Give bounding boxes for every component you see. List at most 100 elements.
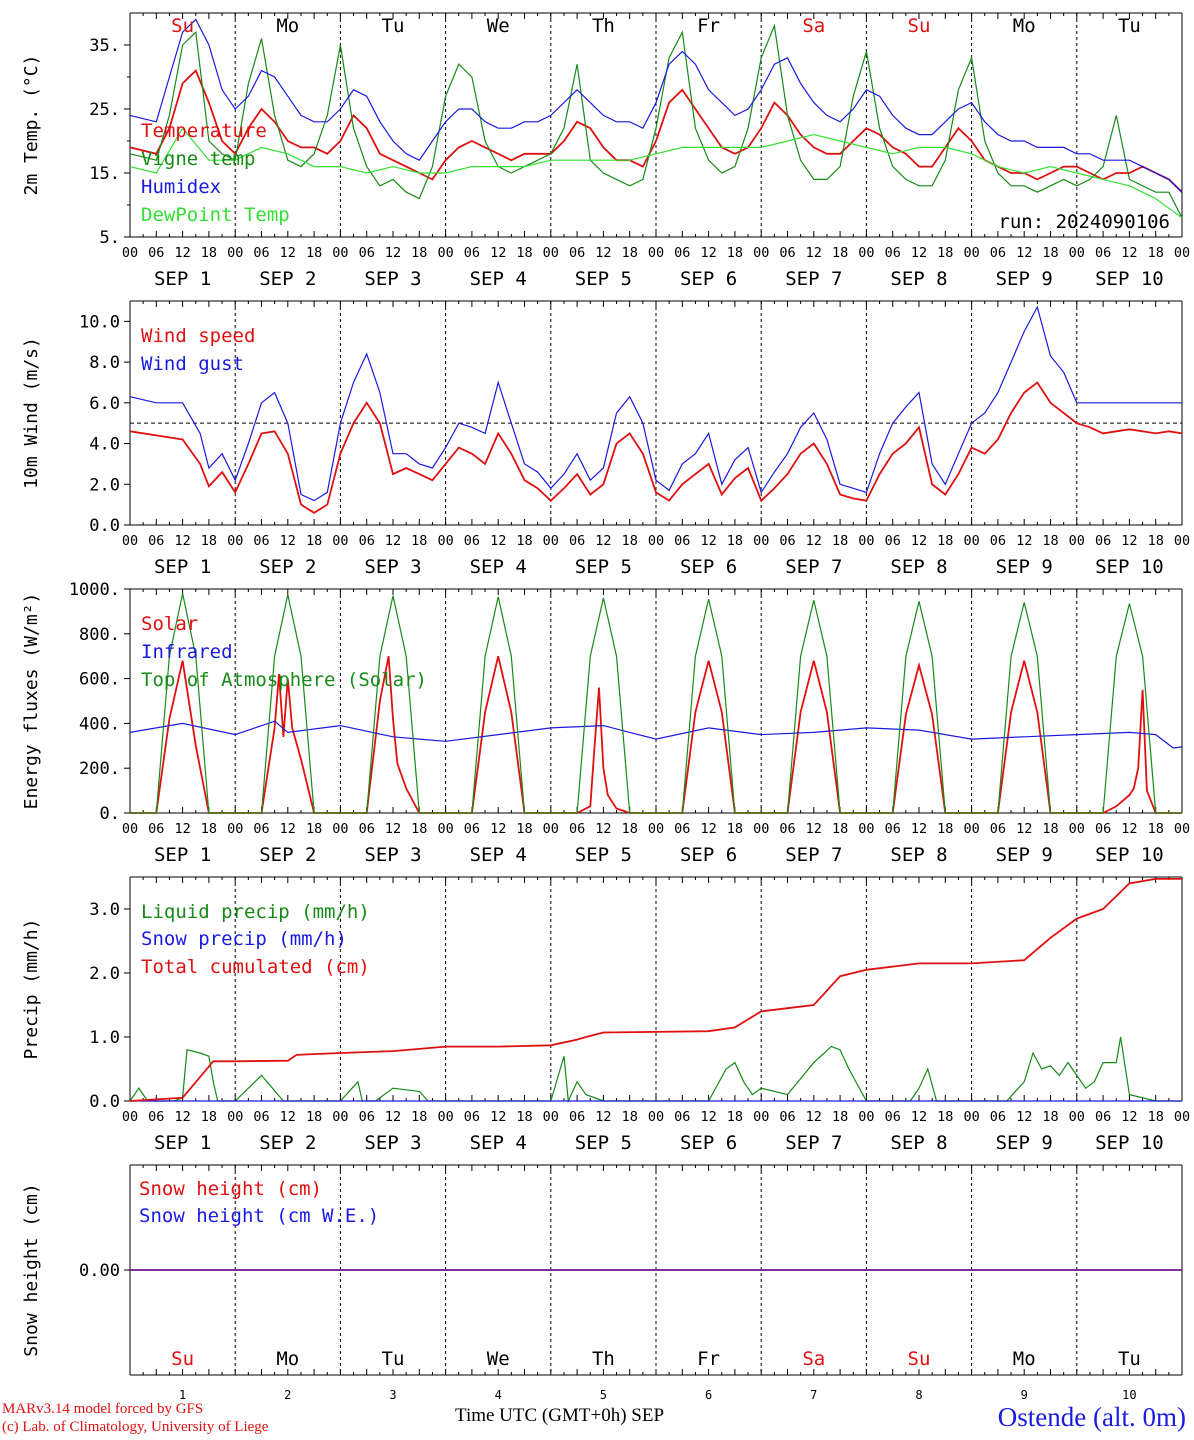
legend-entry: Infrared	[141, 641, 233, 663]
hour-tick-label: 06	[1095, 821, 1111, 837]
temp-panel: 5. 15. 25. 35. 2m Temp. (°C) Temperature Vigne…	[21, 12, 1190, 290]
day-abbrev-bottom: Sa	[802, 1348, 825, 1370]
legend-entry: Wind speed	[141, 325, 255, 347]
date-label: SEP 10	[1095, 1132, 1164, 1154]
hour-tick-label: 12	[385, 245, 401, 261]
hour-tick-label: 12	[700, 1109, 716, 1125]
hour-tick-label: 12	[1016, 821, 1032, 837]
hour-tick-label: 18	[1148, 821, 1164, 837]
hour-tick-label: 18	[832, 533, 848, 549]
hour-tick-label: 18	[727, 533, 743, 549]
hour-tick-label: 00	[858, 821, 874, 837]
y-tick-label: 6.0	[89, 394, 120, 414]
hour-tick-label: 12	[911, 1109, 927, 1125]
hour-tick-label: 18	[201, 533, 217, 549]
day-number-label: 5	[600, 1388, 607, 1402]
hour-tick-label: 06	[359, 821, 375, 837]
series-wind-gust	[129, 305, 1182, 502]
hour-tick-label: 18	[1148, 245, 1164, 261]
date-label: SEP 3	[364, 556, 421, 578]
hour-tick-label: 06	[253, 821, 269, 837]
date-label: SEP 2	[259, 1132, 316, 1154]
legend-entry: Liquid precip (mm/h)	[141, 901, 370, 923]
hour-tick-label: 18	[306, 533, 322, 549]
hour-tick-label: 00	[437, 245, 453, 261]
hour-tick-label: 00	[227, 821, 243, 837]
day-abbrev-bottom: Fr	[697, 1348, 720, 1370]
day-abbrev-top: Tu	[1118, 15, 1141, 37]
hour-tick-label: 18	[937, 533, 953, 549]
hour-tick-label: 18	[832, 245, 848, 261]
day-abbrev-bottom: We	[487, 1348, 510, 1370]
y-tick-label: 400.	[79, 714, 120, 734]
hour-tick-label: 00	[543, 533, 559, 549]
y-tick-label: 0.	[100, 804, 120, 824]
hour-tick-label: 00	[122, 821, 138, 837]
date-label: SEP 2	[259, 268, 316, 290]
hour-tick-label: 00	[858, 245, 874, 261]
hour-tick-label: 06	[569, 245, 585, 261]
hour-tick-label: 12	[385, 821, 401, 837]
day-number-label: 8	[915, 1388, 922, 1402]
y-tick-label: 10.0	[79, 312, 120, 332]
y-tick-label: 15.	[89, 164, 120, 184]
y-axis-label: 10m Wind (m/s)	[21, 337, 42, 489]
hour-tick-label: 18	[411, 245, 427, 261]
hour-tick-label: 18	[727, 1109, 743, 1125]
hour-tick-label: 12	[595, 533, 611, 549]
y-axis-label: Precip (mm/h)	[21, 919, 42, 1060]
hour-tick-label: 06	[464, 1109, 480, 1125]
day-abbrev-bottom: Su	[908, 1348, 931, 1370]
hour-tick-label: 00	[543, 245, 559, 261]
hour-tick-label: 06	[569, 533, 585, 549]
hour-tick-label: 06	[674, 245, 690, 261]
hour-tick-label: 06	[148, 533, 164, 549]
series-top-of-atmosphere-solar	[130, 593, 1182, 814]
hour-tick-label: 06	[1095, 533, 1111, 549]
day-number-label: 6	[705, 1388, 712, 1402]
hour-tick-label: 06	[464, 245, 480, 261]
hour-tick-label: 12	[1016, 1109, 1032, 1125]
hour-tick-label: 18	[201, 821, 217, 837]
hour-tick-label: 12	[490, 533, 506, 549]
wind-panel: 0.0 2.0 4.0 6.0 8.0 10.0 10m Wind (m/s) Wind sp…	[21, 300, 1190, 578]
date-label: SEP 4	[470, 1132, 527, 1154]
date-label: SEP 9	[996, 268, 1053, 290]
series-dewpoint-temp	[129, 127, 1183, 219]
y-tick-label: 200.	[79, 759, 120, 779]
day-abbrev-top: Mo	[276, 15, 299, 37]
legend-entry: Vigne temp	[141, 148, 255, 170]
precip-panel: 0.0 1.0 2.0 3.0 Precip (mm/h) Liquid precip (…	[21, 876, 1190, 1154]
hour-tick-label: 00	[1069, 821, 1085, 837]
day-abbrev-top: Fr	[697, 15, 720, 37]
hour-tick-label: 00	[437, 533, 453, 549]
hour-tick-label: 18	[937, 1109, 953, 1125]
day-abbrev-top: Su	[171, 15, 194, 37]
hour-tick-label: 00	[753, 533, 769, 549]
hour-tick-label: 12	[174, 1109, 190, 1125]
hour-tick-label: 06	[359, 533, 375, 549]
y-tick-label: 1000.	[69, 580, 120, 600]
legend-entry: Total cumulated (cm)	[141, 956, 370, 978]
y-tick-label: 600.	[79, 670, 120, 690]
hour-tick-label: 12	[280, 533, 296, 549]
hour-tick-label: 00	[227, 1109, 243, 1125]
copyright: (c) Lab. of Climatology, University of L…	[2, 1419, 269, 1435]
hour-tick-label: 06	[1095, 1109, 1111, 1125]
hour-tick-label: 06	[1095, 245, 1111, 261]
hour-tick-label: 12	[174, 245, 190, 261]
day-abbrev-top: Tu	[382, 15, 405, 37]
date-label: SEP 6	[680, 1132, 737, 1154]
run-label: run: 2024090106	[998, 211, 1170, 233]
date-label: SEP 2	[259, 844, 316, 866]
hour-tick-label: 12	[174, 821, 190, 837]
hour-tick-label: 18	[622, 821, 638, 837]
hour-tick-label: 18	[1042, 533, 1058, 549]
hour-tick-label: 00	[543, 821, 559, 837]
y-tick-label: 0.00	[79, 1261, 120, 1281]
y-tick-label: 4.0	[89, 435, 120, 455]
y-tick-label: 25.	[89, 100, 120, 120]
series-vigne-temp	[129, 23, 1183, 219]
hour-tick-label: 18	[832, 1109, 848, 1125]
series-temperature	[129, 69, 1183, 193]
